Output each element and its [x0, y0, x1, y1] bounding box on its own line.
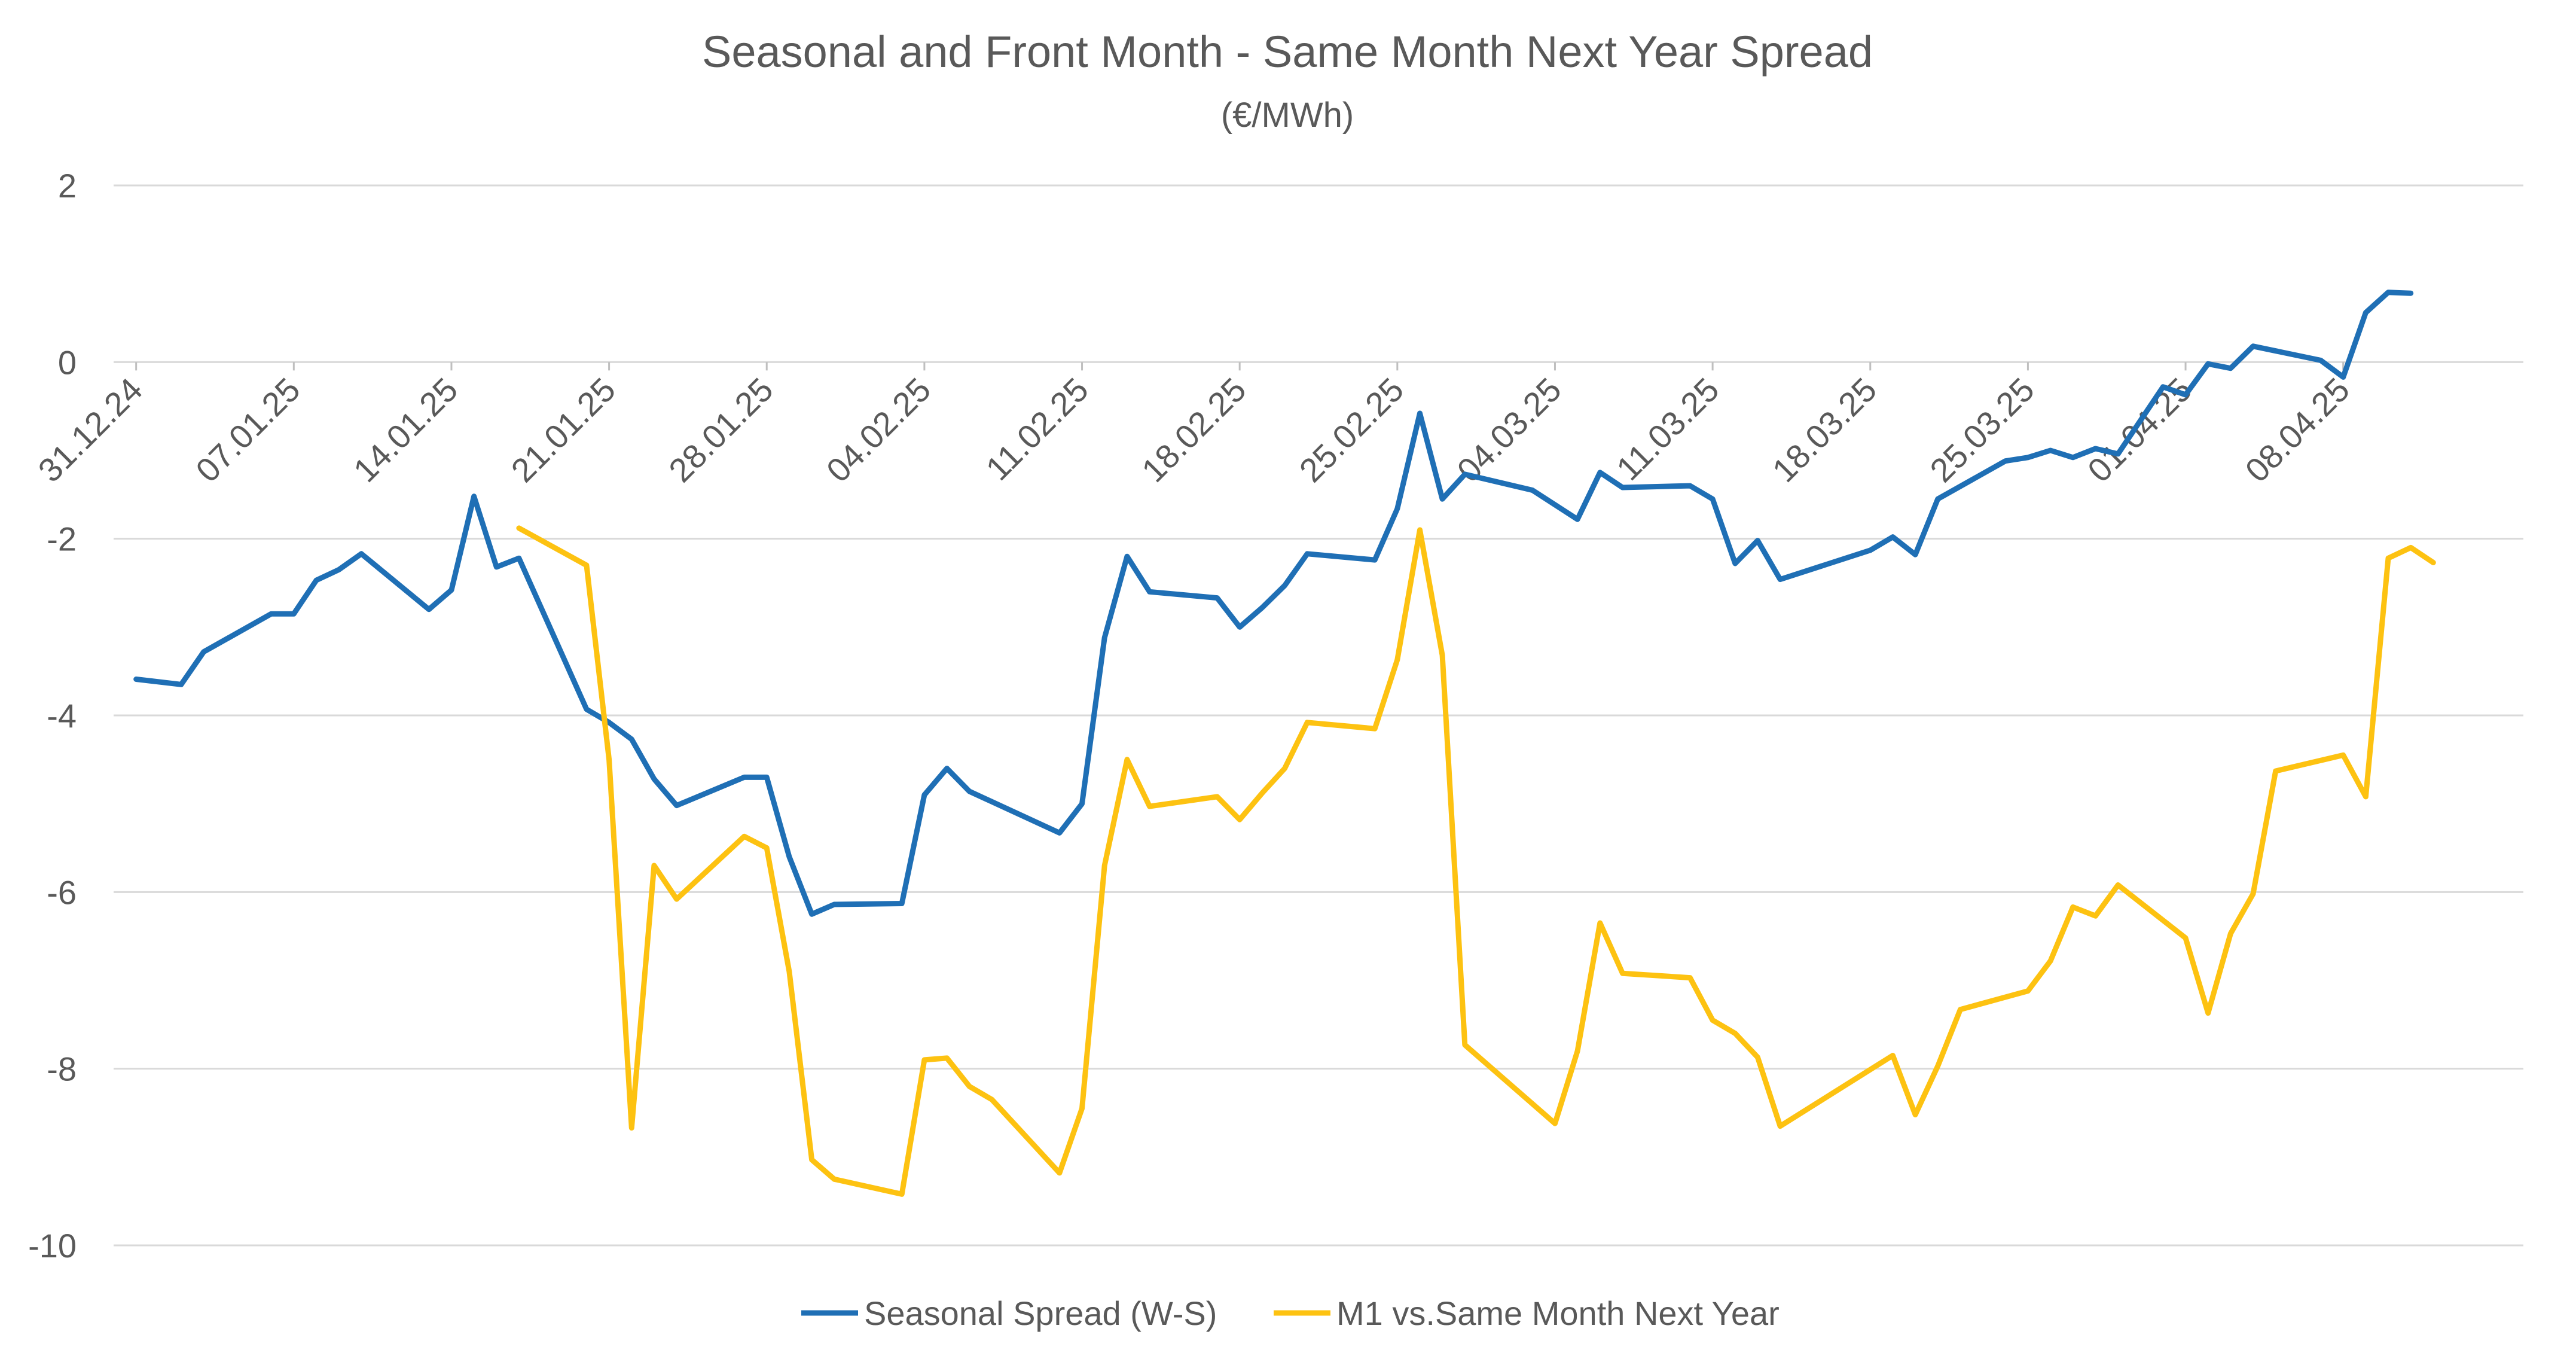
- y-tick-label: -10: [28, 1227, 77, 1265]
- y-tick-label: -6: [47, 873, 77, 911]
- series-line-2: [516, 525, 2436, 1197]
- y-tick-label: -4: [47, 697, 77, 735]
- y-tick-label: -2: [47, 520, 77, 558]
- y-tick-label: -8: [47, 1050, 77, 1088]
- y-tick-label: 0: [58, 343, 77, 381]
- legend-label: M1 vs.Same Month Next Year: [1336, 1294, 1780, 1332]
- series-lines: [133, 290, 2436, 1197]
- legend: Seasonal Spread (W-S) M1 vs.Same Month Ne…: [801, 1294, 1780, 1332]
- y-axis-tick-labels: 2 0 -2 -4 -6 -8 -10: [28, 167, 77, 1265]
- chart-subtitle: (€/MWh): [1221, 96, 1354, 135]
- series-line-1: [133, 290, 2414, 917]
- legend-label: Seasonal Spread (W-S): [864, 1294, 1217, 1332]
- gridlines: [114, 184, 2523, 1247]
- chart-title: Seasonal and Front Month - Same Month Ne…: [702, 27, 1873, 77]
- y-tick-label: 2: [58, 167, 77, 205]
